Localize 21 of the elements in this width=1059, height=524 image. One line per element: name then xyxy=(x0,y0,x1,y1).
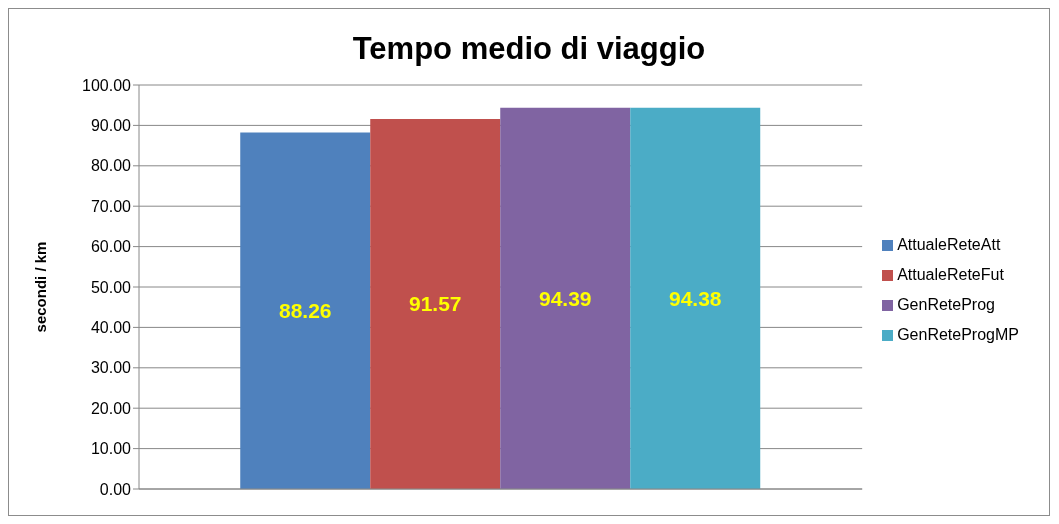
data-label: 94.39 xyxy=(538,286,592,310)
data-label: 94.38 xyxy=(668,286,722,310)
legend-label: AttualeReteFut xyxy=(897,266,1004,283)
chart-title: Tempo medio di viaggio xyxy=(351,31,707,68)
y-tick-label: 50.00 xyxy=(90,278,132,296)
y-tick-label: 80.00 xyxy=(90,157,132,175)
legend-label: GenReteProg xyxy=(897,296,995,313)
y-tick-label: 0.00 xyxy=(99,480,132,498)
y-tick-label: 30.00 xyxy=(90,359,132,377)
data-label: 91.57 xyxy=(408,292,462,316)
data-label: 88.26 xyxy=(278,299,332,323)
y-tick-label: 90.00 xyxy=(90,117,132,135)
legend-label: AttualeReteAtt xyxy=(897,236,1001,253)
y-tick-label: 100.00 xyxy=(82,76,132,94)
y-tick-label: 20.00 xyxy=(90,399,132,417)
y-tick-label: 40.00 xyxy=(90,319,132,337)
y-tick-label: 70.00 xyxy=(90,197,132,215)
y-axis-title: secondi / km xyxy=(32,241,50,333)
legend-label: GenReteProgMP xyxy=(897,326,1019,343)
y-tick-label: 10.00 xyxy=(90,440,132,458)
y-tick-label: 60.00 xyxy=(90,238,132,256)
